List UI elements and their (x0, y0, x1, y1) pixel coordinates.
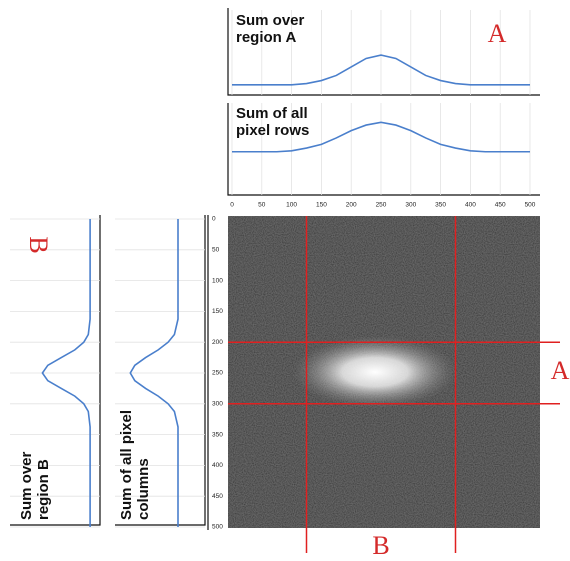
data-line (232, 121, 530, 153)
y-tick-label: 100 (212, 277, 223, 284)
axis-frame (227, 103, 540, 196)
y-tick-label: 300 (212, 401, 223, 408)
x-tick-label: 350 (435, 202, 446, 209)
data-line (41, 219, 91, 527)
y-tick-label: 150 (212, 308, 223, 315)
axis-frame (115, 215, 206, 526)
x-tick-label: 50 (258, 202, 266, 209)
x-tick-label: 500 (525, 202, 536, 209)
chart-title: Sum over region B (18, 451, 52, 520)
x-tick-label: 450 (495, 202, 506, 209)
chart-title: Sum of all pixel columns (118, 409, 152, 520)
frames (10, 8, 540, 530)
x-tick-label: 0 (230, 202, 234, 209)
chart-title: Sum over region A (236, 12, 305, 46)
region-label: A (551, 356, 570, 385)
y-tick-label: 450 (212, 493, 223, 500)
y-tick-label: 500 (212, 524, 223, 531)
x-tick-label: 200 (346, 202, 357, 209)
region-label: B (24, 236, 53, 253)
y-tick-label: 350 (212, 431, 223, 438)
x-tick-label: 100 (286, 202, 297, 209)
region-label: A (488, 19, 507, 48)
y-tick-label: 200 (212, 339, 223, 346)
data-line (232, 54, 530, 86)
x-tick-label: 150 (316, 202, 327, 209)
x-tick-label: 250 (376, 202, 387, 209)
chart-title: Sum of all pixel rows (236, 105, 310, 139)
x-tick-label: 400 (465, 202, 476, 209)
axis-frame (227, 8, 540, 96)
y-tick-label: 50 (212, 247, 220, 254)
region-label: B (372, 531, 389, 560)
y-tick-label: 250 (212, 370, 223, 377)
y-tick-label: 0 (212, 216, 216, 223)
axis-frame (10, 215, 101, 526)
bright-spot (293, 336, 457, 408)
data-line (129, 219, 179, 527)
x-tick-label: 300 (405, 202, 416, 209)
y-tick-label: 400 (212, 462, 223, 469)
